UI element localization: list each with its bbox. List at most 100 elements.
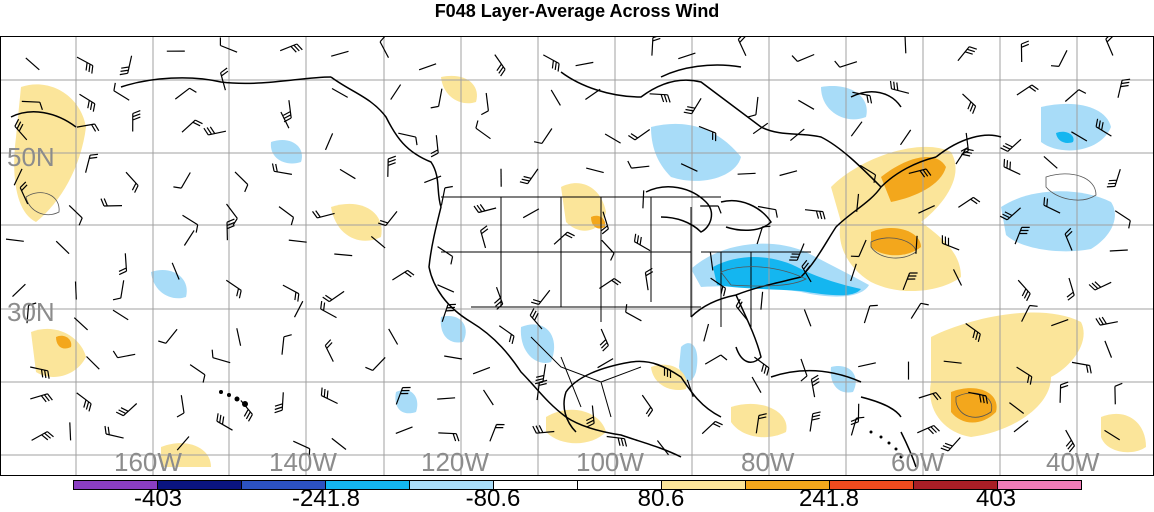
wind-barb (652, 37, 661, 56)
wind-barb (326, 133, 333, 150)
wind-barb (804, 310, 811, 327)
wind-barb (602, 240, 614, 260)
colorbar-label: -403 (134, 486, 182, 512)
wind-barb (585, 89, 600, 99)
wind-barb (331, 51, 348, 56)
wind-barb (119, 253, 127, 274)
wind-barb (495, 55, 505, 77)
wind-barb (273, 164, 292, 175)
lat-label-50n: 50N (7, 144, 55, 170)
wind-barb (738, 37, 746, 56)
wind-barb (313, 211, 335, 218)
wind-barb (628, 161, 650, 168)
wind-barb (605, 134, 621, 143)
wind-barb (323, 291, 344, 301)
wind-barb (105, 426, 124, 438)
wind-barb (520, 169, 538, 184)
wind-barb (76, 282, 77, 300)
wind-barb (120, 56, 132, 75)
wind-barb (1105, 341, 1112, 358)
wind-barb (523, 209, 539, 218)
wind-barb (113, 310, 128, 320)
wind-barb (396, 427, 413, 434)
wind-barb (476, 121, 491, 139)
wind-barb (441, 187, 452, 206)
wind-barb (917, 426, 939, 434)
wind-barb (391, 85, 401, 100)
wind-barb (628, 130, 649, 140)
wind-barb (283, 285, 299, 302)
wind-barb (101, 199, 122, 207)
wind-barb (221, 68, 228, 90)
wind-barb (645, 268, 652, 290)
wind-barb (650, 94, 671, 103)
lon-label-120w: 120W (421, 449, 489, 475)
wind-barb (474, 204, 496, 212)
lon-label-40w: 40W (1046, 449, 1099, 475)
wind-barb (182, 120, 203, 132)
wind-barb (1115, 383, 1122, 404)
wind-barb (963, 94, 976, 114)
wind-barb (86, 154, 98, 172)
wind-barb (227, 219, 235, 240)
wind-barb (80, 94, 95, 111)
wind-barb (190, 365, 205, 383)
colorbar-label: 403 (976, 486, 1016, 512)
wind-barb (6, 239, 24, 241)
wind-barb (212, 350, 230, 363)
wind-barb (289, 240, 307, 242)
wind-barb (173, 173, 190, 189)
wind-barb (811, 375, 819, 397)
wind-barb (905, 37, 906, 53)
wind-barb (32, 432, 54, 441)
wind-barb (217, 413, 233, 430)
wind-barb (235, 172, 248, 192)
wind-barb (958, 47, 977, 61)
wind-barb (1072, 362, 1091, 373)
wind-barb (332, 89, 348, 98)
lon-label-160w: 160W (114, 449, 182, 475)
wind-barb (1106, 37, 1113, 56)
wind-barb (116, 404, 137, 416)
wind-barb (365, 357, 385, 370)
lon-label-60w: 60W (891, 449, 944, 475)
wind-barb (321, 388, 337, 404)
wind-barb (543, 55, 559, 72)
wind-barb (1110, 250, 1128, 251)
wind-barb (752, 377, 761, 393)
wind-barb (805, 210, 825, 220)
wind-barb (204, 127, 226, 135)
wind-barb (705, 355, 727, 364)
colorbar-label: 241.8 (799, 486, 859, 512)
wind-barb (56, 241, 69, 254)
wind-barb (424, 176, 441, 183)
wind-barb (551, 90, 560, 106)
wind-barb (77, 57, 93, 74)
wind-barb (858, 363, 876, 367)
lat-label-30n: 30N (7, 299, 55, 325)
wind-barb (237, 328, 241, 346)
lon-label-100w: 100W (576, 449, 644, 475)
colorbar-label: -80.6 (466, 486, 521, 512)
wind-barb (607, 437, 627, 447)
wind-barb (158, 329, 177, 343)
wind-barb (761, 292, 763, 310)
wind-barb (473, 367, 490, 373)
wind-barb (431, 89, 442, 108)
wind-barb (282, 335, 292, 355)
wind-barb (77, 393, 91, 412)
wind-barb (133, 111, 141, 132)
wind-barb (175, 88, 196, 99)
colorbar-label: -241.8 (292, 486, 360, 512)
wind-barb (576, 62, 594, 65)
colorbar-label: 80.6 (638, 486, 685, 512)
wind-barb (481, 226, 488, 248)
wind-barb (600, 329, 608, 351)
wind-barb (1096, 317, 1118, 325)
wind-barb (113, 351, 135, 358)
wind-barb (438, 247, 453, 265)
map-canvas (1, 37, 1153, 475)
wind-barb (484, 390, 494, 405)
wind-barb (1004, 159, 1020, 175)
wind-barb (177, 395, 184, 417)
